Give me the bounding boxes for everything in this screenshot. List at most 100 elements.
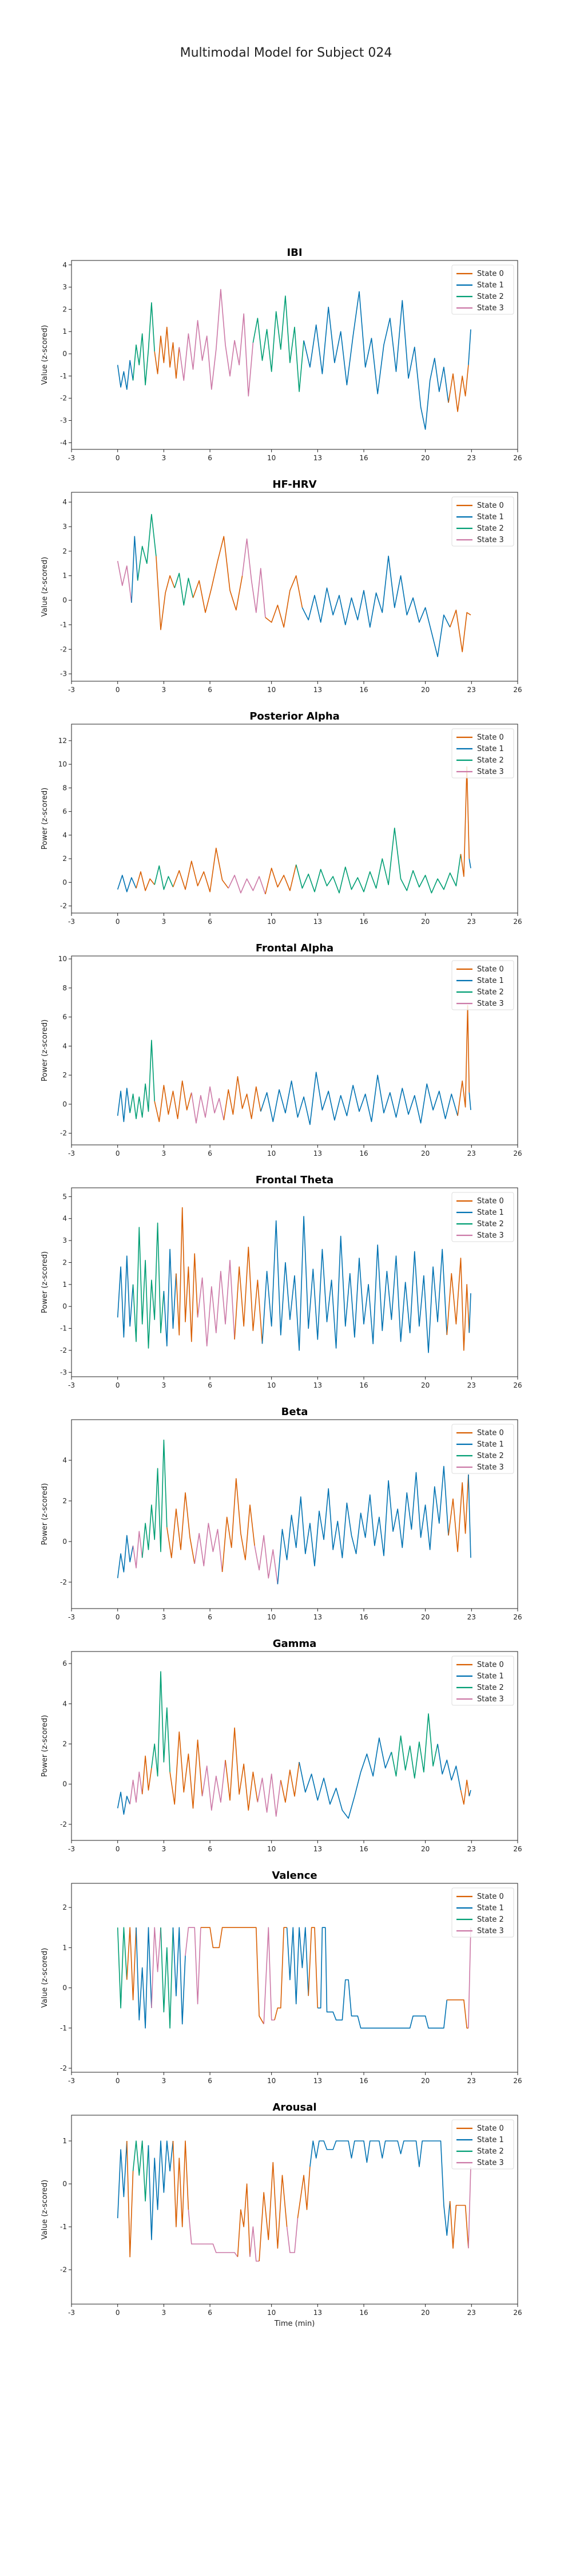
series-line-state-0 xyxy=(172,847,229,892)
x-tick-label: 16 xyxy=(359,454,368,462)
x-tick-label: 16 xyxy=(359,918,368,926)
y-tick-label: -3 xyxy=(60,417,67,425)
y-tick-label: -2 xyxy=(60,2266,67,2274)
panel-title: Frontal Theta xyxy=(256,1174,333,1186)
y-tick-label: -1 xyxy=(60,621,67,629)
x-tick-label: -3 xyxy=(68,918,75,926)
series-line-state-1 xyxy=(117,1535,134,1578)
y-tick-label: 1 xyxy=(62,327,67,335)
series-line-state-1 xyxy=(261,1216,448,1353)
series-line-state-2 xyxy=(295,827,462,894)
series-line-state-0 xyxy=(265,575,303,628)
x-tick-label: 6 xyxy=(208,1613,212,1621)
series-line-state-2 xyxy=(132,2140,149,2202)
x-tick-label: 16 xyxy=(359,1149,368,1157)
series-line-state-3 xyxy=(228,875,266,895)
series-line-state-3 xyxy=(468,2166,471,2249)
series-line-state-0 xyxy=(141,1755,152,1795)
legend-label: State 1 xyxy=(477,1672,504,1681)
y-tick-label: 2 xyxy=(62,1071,67,1079)
legend-label: State 0 xyxy=(477,2124,504,2133)
series-line-state-2 xyxy=(129,1040,155,1120)
x-tick-label: 23 xyxy=(467,1381,476,1389)
series-line-state-2 xyxy=(132,302,155,386)
x-tick-label: 0 xyxy=(116,1613,120,1621)
x-tick-label: 0 xyxy=(116,2077,120,2085)
series-line-state-0 xyxy=(154,326,180,379)
series-line-state-0 xyxy=(297,2166,311,2219)
x-tick-label: 20 xyxy=(421,2077,430,2085)
x-tick-label: 10 xyxy=(267,2309,276,2317)
y-tick-label: -3 xyxy=(60,1368,67,1376)
series-line-state-1 xyxy=(468,1474,471,1558)
panel-title: HF-HRV xyxy=(272,479,316,491)
legend-label: State 2 xyxy=(477,524,504,533)
x-tick-label: 23 xyxy=(467,1149,476,1157)
x-tick-label: 3 xyxy=(162,1613,166,1621)
legend: State 0 State 1 State 2 State 3 xyxy=(451,1887,514,1938)
series-line-state-1 xyxy=(117,875,137,892)
legend-label: State 3 xyxy=(477,304,504,313)
y-tick-label: 4 xyxy=(62,261,67,269)
series-line-state-0 xyxy=(223,1076,261,1120)
series-line-state-2 xyxy=(174,572,194,606)
y-tick-label: 2 xyxy=(62,1903,67,1911)
y-tick-label: 0 xyxy=(62,1538,67,1546)
legend-label: State 1 xyxy=(477,2136,504,2144)
y-tick-label: -2 xyxy=(60,645,67,653)
legend-label: State 1 xyxy=(477,513,504,521)
series-line-state-0 xyxy=(448,1474,469,1552)
x-tick-label: 13 xyxy=(313,918,322,926)
series-line-state-0 xyxy=(154,1080,192,1123)
x-tick-label: 13 xyxy=(313,686,322,694)
series-line-state-0 xyxy=(136,871,155,891)
panel-title: Gamma xyxy=(273,1638,317,1650)
legend-label: State 1 xyxy=(477,281,504,290)
y-tick-label: -3 xyxy=(60,670,67,678)
y-tick-label: 6 xyxy=(62,1660,67,1668)
y-tick-label: 4 xyxy=(62,1700,67,1708)
legend-label: State 2 xyxy=(477,1915,504,1924)
legend: State 0 State 1 State 2 State 3 xyxy=(451,264,514,315)
series-line-state-1 xyxy=(131,536,138,603)
x-tick-label: 10 xyxy=(267,1149,276,1157)
series-line-state-0 xyxy=(192,536,243,613)
series-line-state-1 xyxy=(299,1737,392,1819)
series-line-state-3 xyxy=(191,1086,225,1124)
y-tick-label: 8 xyxy=(62,984,67,992)
y-tick-label: 1 xyxy=(62,1281,67,1289)
x-tick-label: 0 xyxy=(116,454,120,462)
y-tick-label: -2 xyxy=(60,1820,67,1828)
series-line-state-2 xyxy=(132,1222,165,1349)
x-tick-label: 26 xyxy=(513,918,522,926)
legend: State 0 State 1 State 2 State 3 xyxy=(451,728,514,779)
panel-5: -3 0 3 6 10 13 16 20 23 26 -2 0 2 4 Beta Power (z-score… xyxy=(41,1406,522,1621)
series-line-state-0 xyxy=(447,1999,468,2029)
legend-label: State 2 xyxy=(477,1684,504,1692)
series-line-state-1 xyxy=(117,1255,134,1338)
y-tick-label: 0 xyxy=(62,878,67,886)
series-line-state-0 xyxy=(156,556,175,630)
series-line-state-1 xyxy=(468,329,471,365)
legend-label: State 3 xyxy=(477,1463,504,1472)
series-line-state-3 xyxy=(194,1523,223,1573)
y-axis-label: Value (z-scored) xyxy=(41,1948,49,2008)
panel-2: -3 0 3 6 10 13 16 20 23 26 -2 0 2 4 6 8 10 12 Posterior Al… xyxy=(41,710,522,926)
series-line-state-1 xyxy=(301,555,451,657)
x-tick-label: 23 xyxy=(467,1613,476,1621)
x-tick-label: 13 xyxy=(313,1845,322,1853)
y-tick-label: 0 xyxy=(62,1100,67,1108)
plot-frame xyxy=(71,1187,518,1377)
x-tick-label: 26 xyxy=(513,2309,522,2317)
x-tick-label: 16 xyxy=(359,1613,368,1621)
panel-3: -3 0 3 6 10 13 16 20 23 26 -2 0 2 4 6 8 10 Frontal Alpha P… xyxy=(41,942,522,1157)
legend-label: State 2 xyxy=(477,293,504,301)
x-tick-label: 6 xyxy=(208,1381,212,1389)
series-line-state-1 xyxy=(163,1249,177,1347)
series-line-state-3 xyxy=(151,1927,161,2008)
y-tick-label: 5 xyxy=(62,1192,67,1200)
series-line-state-0 xyxy=(221,1478,255,1573)
legend-label: State 2 xyxy=(477,988,504,997)
